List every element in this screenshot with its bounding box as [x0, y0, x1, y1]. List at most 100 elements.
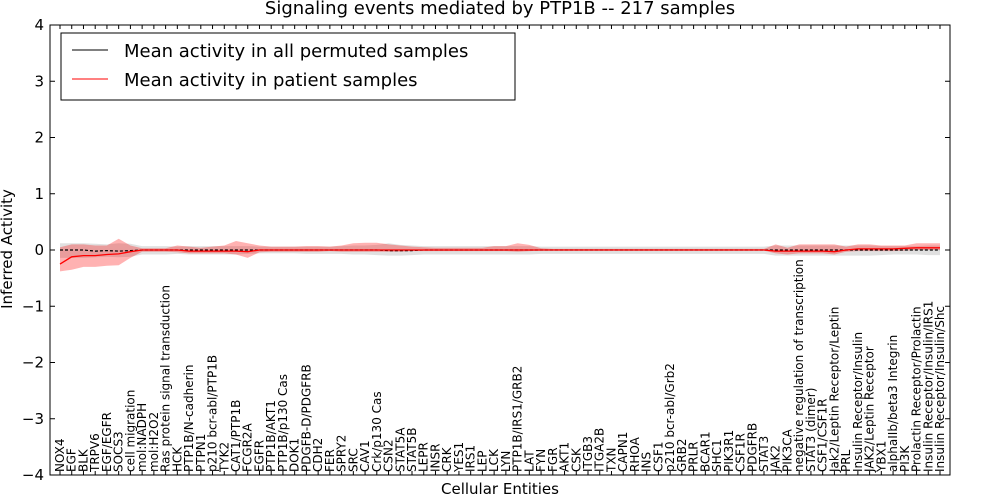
series-lines — [59, 247, 940, 265]
x-tick-label: negative regulation of transcription — [792, 259, 806, 472]
x-tick-label: LCK — [487, 448, 501, 472]
x-tick-label: PDGFB-D/PDGFRB — [299, 364, 313, 472]
y-tick-label: 0 — [34, 241, 44, 259]
x-tick-label: PRL — [839, 449, 853, 472]
x-tick-label: FYN — [534, 449, 548, 472]
band-patient — [60, 238, 940, 272]
legend-label-permuted: Mean activity in all permuted samples — [124, 41, 468, 62]
y-axis-ticks: −4 −3 −2 −1 0 1 2 3 4 — [22, 16, 950, 484]
x-tick-label: Insulin Receptor/Insulin — [851, 332, 865, 472]
y-tick-label: −3 — [22, 410, 44, 428]
x-tick-label: RHOA — [628, 436, 642, 472]
x-tick-label: INSR — [429, 444, 443, 472]
x-tick-label: mol:H2O2 — [147, 412, 161, 472]
y-tick-label: 2 — [34, 129, 44, 147]
x-tick-label: EGF — [65, 448, 79, 472]
x-tick-label: p210 bcr-abl/Grb2 — [663, 363, 677, 472]
x-tick-label: TYK2 — [217, 442, 231, 473]
x-tick-label: mol:NADPH — [135, 403, 149, 472]
x-tick-label: EGFR — [253, 440, 267, 472]
x-tick-label: CAV1 — [358, 440, 372, 472]
x-tick-label: LEPR — [417, 442, 431, 472]
x-tick-label: CDH2 — [311, 438, 325, 472]
x-tick-label: DOK1 — [288, 438, 302, 472]
y-tick-label: −4 — [22, 466, 44, 484]
x-tick-label: STAT5A — [393, 427, 407, 472]
x-tick-label: CSF1/CSF1R — [816, 399, 830, 472]
x-tick-label: GRB2 — [675, 438, 689, 472]
x-tick-label: PRLR — [687, 441, 701, 472]
x-tick-label: PIK3CA — [781, 428, 795, 472]
x-axis-label: Cellular Entities — [441, 480, 559, 498]
x-tick-label: LYN — [499, 451, 513, 472]
y-tick-label: −1 — [22, 297, 44, 315]
x-tick-label: CRK — [440, 446, 454, 472]
x-tick-label: YBX1 — [874, 441, 888, 473]
x-tick-label: ITGA2B — [593, 428, 607, 472]
x-tick-label: PTP1B/AKT1 — [264, 400, 278, 472]
x-tick-label: SRC — [346, 448, 360, 472]
x-tick-label: SPRY2 — [335, 435, 349, 472]
confidence-bands — [60, 238, 940, 272]
y-tick-label: 3 — [34, 72, 44, 90]
y-axis-label: Inferred Activity — [0, 189, 16, 309]
x-tick-label: IRS1 — [464, 445, 478, 472]
x-tick-label: PTPN1 — [194, 434, 208, 472]
y-tick-label: 1 — [34, 185, 44, 203]
legend-box — [60, 32, 516, 101]
x-tick-label: CSF1 — [651, 441, 665, 472]
x-tick-label: SOCS3 — [112, 431, 126, 472]
x-tick-label: JAK2/Leptin Receptor — [863, 346, 877, 473]
x-tick-label: PDGFRB — [745, 423, 759, 472]
x-tick-label: PTP1B/IRS1/GRB2 — [511, 366, 525, 472]
x-tick-label: SHC1 — [710, 439, 724, 472]
x-tick-label: PIK3R1 — [722, 430, 736, 472]
y-tick-label: 4 — [34, 16, 44, 34]
x-tick-label: CSN2 — [382, 439, 396, 472]
y-tick-label: −2 — [22, 354, 44, 372]
x-tick-label: CSF1R — [734, 433, 748, 472]
x-tick-label: CAT1/PTP1B — [229, 400, 243, 472]
x-tick-label: LEP — [475, 450, 489, 472]
x-tick-label: Insulin Receptor/Insulin/Shc — [933, 306, 947, 472]
x-tick-label: BCAR1 — [698, 431, 712, 472]
x-tick-label: PTP1B/p130 Cas — [276, 374, 290, 472]
x-tick-label: TXN — [605, 447, 619, 473]
x-tick-label: alphaIIb/beta3 Integrin — [886, 335, 900, 472]
x-tick-label: EGF/EGFR — [100, 412, 114, 472]
x-tick-label: FCGR2A — [241, 422, 255, 472]
x-tick-label: STAT3 (dimer) — [804, 388, 818, 472]
x-tick-label: STAT3 — [757, 436, 771, 472]
x-tick-label: cell migration — [123, 390, 137, 472]
x-tick-label: NOX4 — [53, 438, 67, 472]
x-tick-label: BLK — [77, 448, 91, 472]
x-tick-label: YES1 — [452, 442, 466, 473]
x-tick-label: Prolactin Receptor/Prolactin — [910, 306, 924, 472]
plot-frame — [49, 24, 951, 476]
x-tick-label: STAT5B — [405, 428, 419, 473]
x-tick-label: Jak2/Leptin Receptor/Leptin — [827, 307, 841, 473]
line-patient-mean — [59, 247, 940, 265]
x-tick-label: CAPN1 — [616, 432, 630, 472]
legend: Mean activity in all permuted samples Me… — [60, 32, 516, 101]
x-tick-label: FER — [323, 449, 337, 472]
x-tick-label: ITGB3 — [581, 436, 595, 472]
x-tick-label: PTP1B/N-cadherin — [182, 365, 196, 472]
x-tick-label: Crk/p130 Cas — [370, 391, 384, 472]
x-tick-label: AKT1 — [558, 442, 572, 472]
chart-title: Signaling events mediated by PTP1B -- 21… — [265, 0, 735, 19]
legend-label-patient: Mean activity in patient samples — [124, 70, 418, 91]
x-tick-label: JAK2 — [769, 445, 783, 473]
x-tick-label: INS — [640, 452, 654, 472]
x-tick-label: Ras protein signal transduction — [159, 285, 173, 472]
x-tick-label: p210 bcr-abl/PTP1B — [206, 355, 220, 472]
x-tick-label: LAT — [522, 450, 536, 472]
x-tick-label: CSK — [569, 447, 583, 472]
x-tick-label: FGR — [546, 447, 560, 472]
x-tick-label: PI3K — [898, 445, 912, 472]
x-tick-label: Insulin Receptor/Insulin/IRS1 — [921, 301, 935, 472]
x-tick-label: HCK — [170, 446, 184, 472]
x-tick-label: TRPV6 — [88, 433, 102, 473]
